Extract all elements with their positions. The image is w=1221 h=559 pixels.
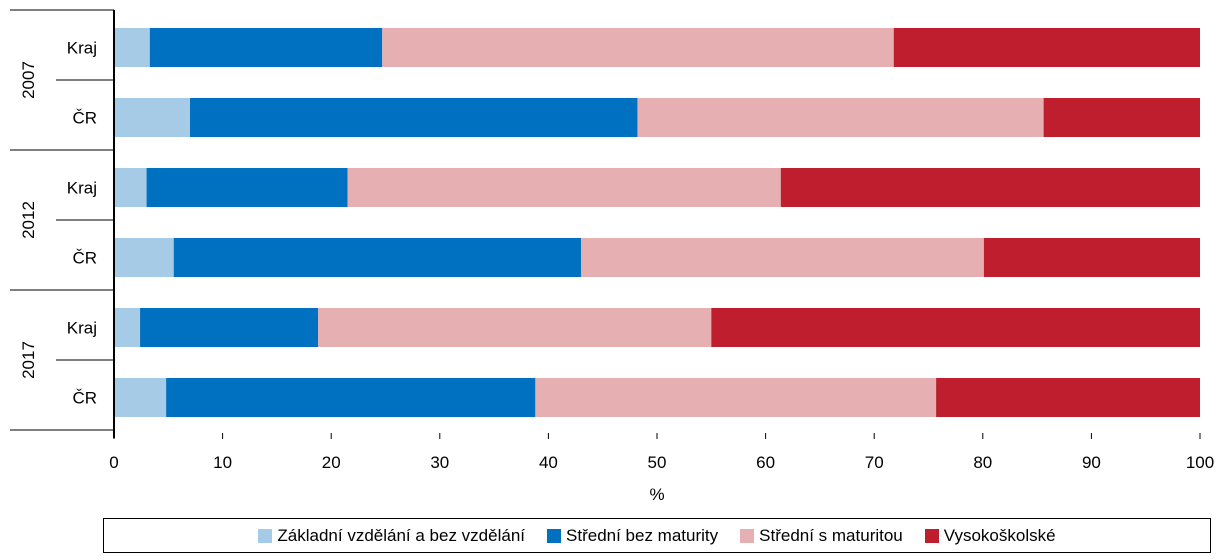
bar-segment <box>893 28 1200 67</box>
bar-segment <box>146 168 348 207</box>
row-label: ČR <box>72 109 97 128</box>
x-tick-label: 70 <box>865 453 884 472</box>
x-tick-label: 90 <box>1082 453 1101 472</box>
bar-segment <box>318 308 712 347</box>
bar-segment <box>114 168 147 207</box>
bar-segment <box>780 168 1200 207</box>
x-axis-title: % <box>649 485 664 504</box>
legend: Základní vzdělání a bez vzdělání Střední … <box>103 518 1211 553</box>
bar-segment <box>140 308 319 347</box>
bar-segment <box>114 378 167 417</box>
bar-segment <box>637 98 1044 137</box>
row-label: Kraj <box>67 319 97 338</box>
legend-swatch <box>740 528 755 543</box>
legend-label: Vysokoškolské <box>943 525 1056 545</box>
row-label: ČR <box>72 389 97 408</box>
x-tick-label: 20 <box>322 453 341 472</box>
x-tick-label: 100 <box>1186 453 1214 472</box>
row-label: ČR <box>72 249 97 268</box>
bar-segment <box>983 238 1200 277</box>
bar-segment <box>1043 98 1200 137</box>
bar-segment <box>936 378 1200 417</box>
bar-segment <box>190 98 638 137</box>
group-label: 2012 <box>19 201 38 239</box>
row-label: Kraj <box>67 179 97 198</box>
x-tick-label: 40 <box>539 453 558 472</box>
legend-label: Střední s maturitou <box>759 525 903 545</box>
legend-label: Základní vzdělání a bez vzdělání <box>277 525 526 545</box>
bar-segment <box>347 168 781 207</box>
bar-segment <box>580 238 984 277</box>
x-tick-label: 50 <box>648 453 667 472</box>
legend-swatch <box>547 528 562 543</box>
bar-segment <box>166 378 536 417</box>
bar-segment <box>114 308 141 347</box>
bar-segment <box>114 98 191 137</box>
legend-label: Střední bez maturity <box>566 525 719 545</box>
bar-segment <box>149 28 383 67</box>
group-label: 2007 <box>19 61 38 99</box>
legend-item: Základní vzdělání a bez vzdělání <box>258 526 525 546</box>
x-tick-label: 0 <box>109 453 118 472</box>
legend-item: Střední s maturitou <box>740 526 903 546</box>
bar-segment <box>173 238 581 277</box>
group-label: 2017 <box>19 341 38 379</box>
bar-segment <box>114 238 174 277</box>
bar-segment <box>535 378 937 417</box>
x-tick-label: 80 <box>973 453 992 472</box>
legend-swatch <box>258 528 273 543</box>
row-label: Kraj <box>67 39 97 58</box>
x-tick-label: 60 <box>756 453 775 472</box>
bar-segment <box>382 28 894 67</box>
bar-segment <box>711 308 1200 347</box>
legend-swatch <box>924 528 939 543</box>
legend-item: Střední bez maturity <box>547 526 718 546</box>
x-tick-label: 10 <box>213 453 232 472</box>
bar-segment <box>114 28 150 67</box>
x-tick-label: 30 <box>430 453 449 472</box>
legend-item: Vysokoškolské <box>924 525 1056 546</box>
